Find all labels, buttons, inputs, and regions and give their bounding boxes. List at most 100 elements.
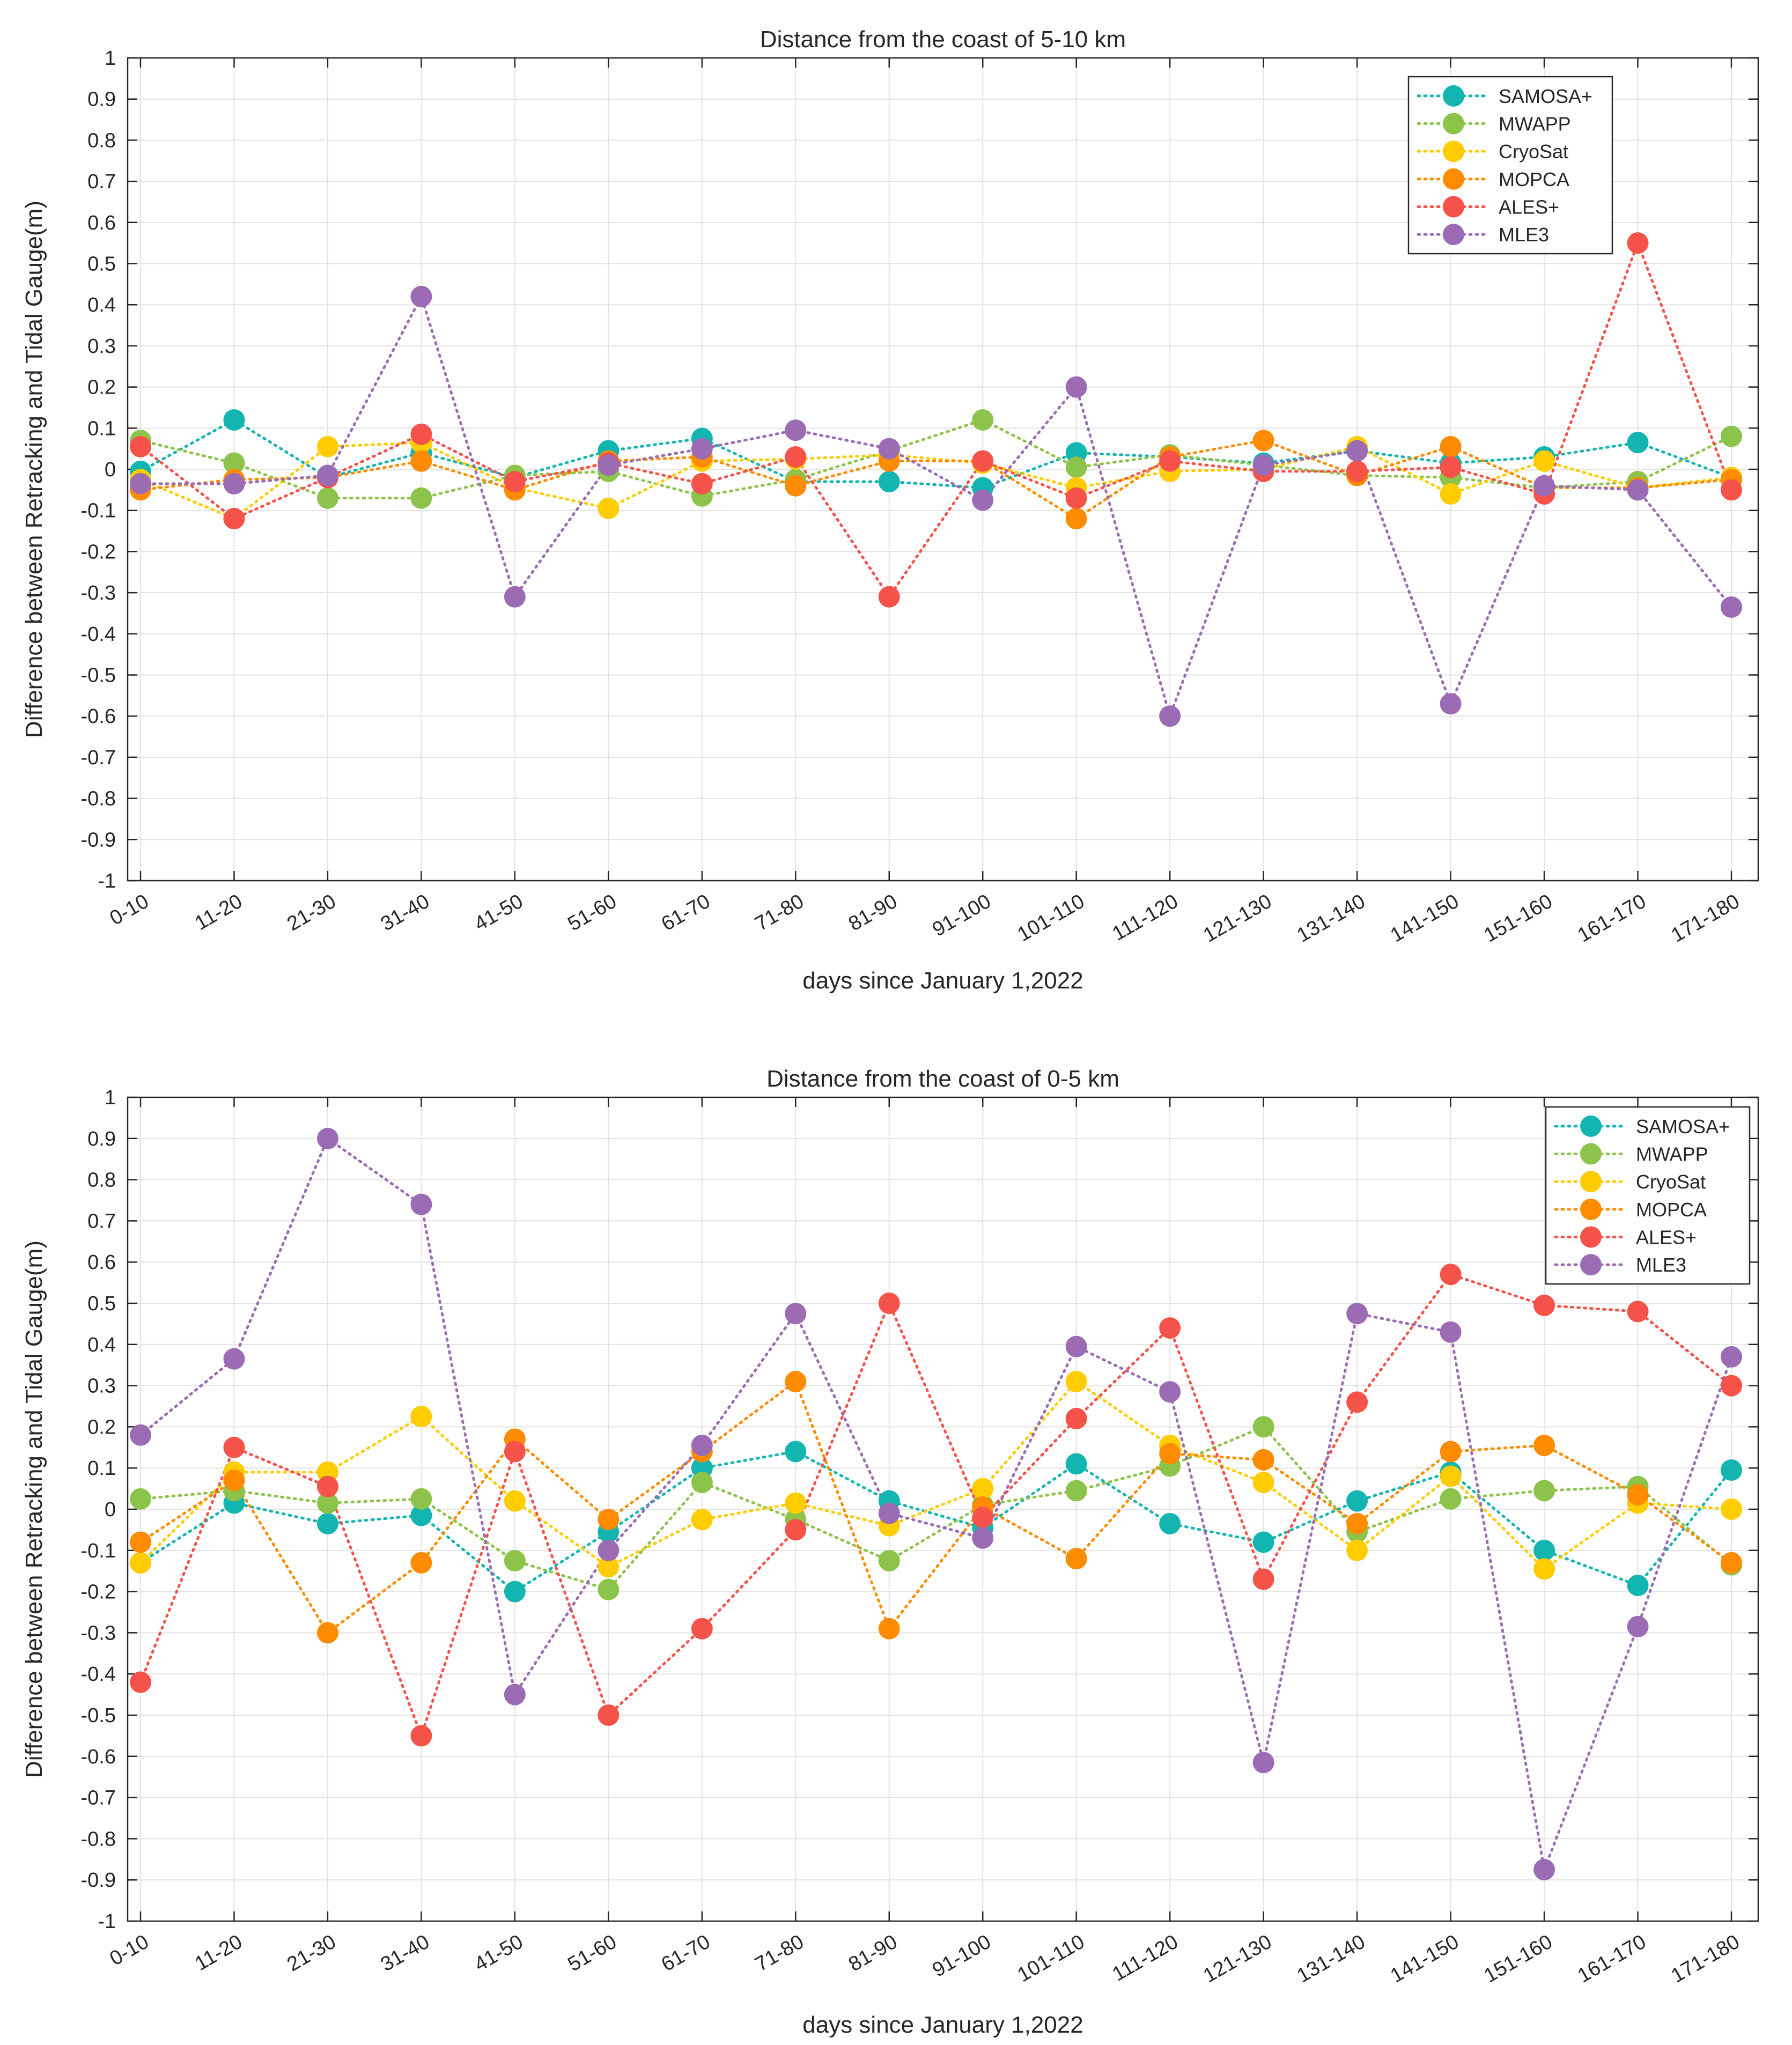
bottom-series-samosa-plus [139,1450,1733,1593]
top-point-ales-plus [1159,450,1181,472]
top-series-cryosat [139,441,1733,520]
bottom-x-tick-label: 141-150 [1387,1930,1463,1987]
bottom-point-mle3 [598,1539,620,1561]
top-y-tick-label: 0.6 [87,212,116,234]
bottom-point-mopca [130,1531,151,1553]
bottom-line-mle3 [139,1136,1733,1875]
top-legend-marker-ales-plus [1443,196,1464,218]
bottom-point-mopca [1721,1552,1742,1574]
bottom-line-mopca [139,1379,1733,1635]
bottom-point-mopca [1065,1548,1087,1570]
top-point-samosa-plus [223,409,245,431]
top-x-tick-label: 141-150 [1387,890,1463,947]
bottom-y-tick-label: 0.7 [87,1210,116,1232]
top-point-mle3 [504,586,526,608]
top-point-cryosat [1533,450,1555,472]
top-point-cryosat [316,435,338,457]
top-point-mopca [1065,508,1087,530]
top-point-cryosat [598,497,620,519]
top-legend-marker-samosa-plus [1443,85,1464,107]
top-series-samosa-plus [139,418,1733,490]
top-markers-mle3 [130,285,1742,727]
bottom-point-ales-plus [504,1441,526,1463]
bottom-point-mwapp [410,1488,432,1510]
bottom-point-mopca [598,1509,620,1531]
bottom-point-ales-plus [972,1507,994,1529]
bottom-y-tick-label: 0.9 [87,1128,116,1150]
bottom-point-ales-plus [223,1436,245,1458]
bottom-y-axis: -1 -0.9 -0.8 -0.7 -0.6 -0.5 -0.4 -0.3 -0.2 -0.1 0 0… [81,1087,1758,1933]
top-point-mle3 [691,438,713,460]
top-x-tick-label: 21-30 [283,890,340,935]
bottom-y-tick-label: -0.7 [81,1787,116,1810]
bottom-point-mle3 [504,1684,526,1706]
bottom-legend-marker-samosa-plus [1580,1115,1602,1137]
bottom-y-tick-label: 0.8 [87,1169,116,1192]
top-series-mle3 [139,293,1733,721]
top-x-tick-label: 91-100 [928,890,994,941]
bottom-point-mle3 [878,1502,900,1524]
bottom-point-mopca [1346,1512,1368,1534]
bottom-point-cryosat [972,1478,994,1500]
chart-panel-bottom: -1 -0.9 -0.8 -0.7 -0.6 -0.5 -0.4 -0.3 -0.2 -0.1 0 0… [21,1066,1759,2038]
bottom-point-mopca [1533,1434,1555,1456]
bottom-x-tick-label: 161-170 [1574,1930,1650,1987]
top-point-mle3 [598,454,620,476]
bottom-point-ales-plus [1627,1301,1649,1323]
top-x-tick-label: 131-140 [1293,890,1369,947]
bottom-x-tick-label: 151-160 [1480,1930,1557,1987]
bottom-point-mle3 [1533,1859,1555,1880]
bottom-point-cryosat [130,1552,151,1574]
bottom-point-mle3 [130,1424,151,1446]
bottom-point-ales-plus [410,1725,432,1747]
top-x-tick-label: 0-10 [106,890,153,929]
top-point-ales-plus [223,508,245,530]
bottom-point-ales-plus [1065,1408,1087,1430]
top-y-tick-label: 0.2 [87,376,116,399]
bottom-point-mle3 [785,1303,807,1325]
bottom-legend-box [1545,1106,1751,1285]
bottom-y-tick-label: -0.2 [81,1581,116,1604]
bottom-point-ales-plus [691,1618,713,1640]
bottom-line-ales-plus [139,1273,1733,1740]
bottom-x-tick-label: 121-130 [1199,1930,1275,1987]
top-point-mle3 [1721,596,1742,618]
bottom-legend-label-mopca: MOPCA [1636,1199,1707,1221]
bottom-legend-marker-mwapp [1580,1143,1602,1165]
bottom-x-tick-label: 81-90 [845,1930,901,1976]
top-x-tick-label: 81-90 [845,890,901,935]
top-point-ales-plus [972,450,994,472]
top-point-ales-plus [1065,487,1087,509]
bottom-point-ales-plus [316,1475,338,1497]
top-point-mwapp [1721,425,1742,447]
top-point-mle3 [1533,475,1555,497]
top-y-tick-label: -0.6 [81,705,116,728]
top-point-ales-plus [691,473,713,494]
bottom-legend-label-mle3: MLE3 [1636,1254,1686,1276]
top-y-tick-label: 0.5 [87,253,116,276]
bottom-legend-marker-mle3 [1580,1254,1602,1276]
bottom-point-samosa-plus [1721,1459,1742,1481]
bottom-y-tick-label: 0.5 [87,1293,116,1315]
top-x-tick-label: 171-180 [1668,890,1744,947]
bottom-series-ales-plus [139,1273,1733,1740]
chart-panel-top: -1 -0.9 -0.8 -0.7 -0.6 -0.5 -0.4 -0.3 -0.2 -0.1 0 0… [21,26,1759,994]
bottom-markers-mle3 [130,1127,1742,1880]
top-y-tick-label: -1 [98,870,116,892]
top-point-mwapp [316,487,338,509]
top-x-tick-label: 31-40 [377,890,433,935]
bottom-series-mwapp [139,1425,1733,1591]
bottom-series [130,1127,1742,1880]
bottom-y-tick-label: 0 [105,1498,116,1521]
bottom-line-samosa-plus [139,1450,1733,1593]
top-legend-label-mwapp: MWAPP [1499,113,1571,135]
top-point-mwapp [972,409,994,431]
bottom-grid [128,1097,1758,1922]
bottom-point-mle3 [1440,1321,1462,1343]
bottom-point-mwapp [691,1472,713,1494]
top-point-mle3 [1159,705,1181,727]
bottom-legend-marker-mopca [1580,1198,1602,1220]
top-series-mwapp [139,418,1733,500]
bottom-point-mwapp [878,1550,900,1571]
